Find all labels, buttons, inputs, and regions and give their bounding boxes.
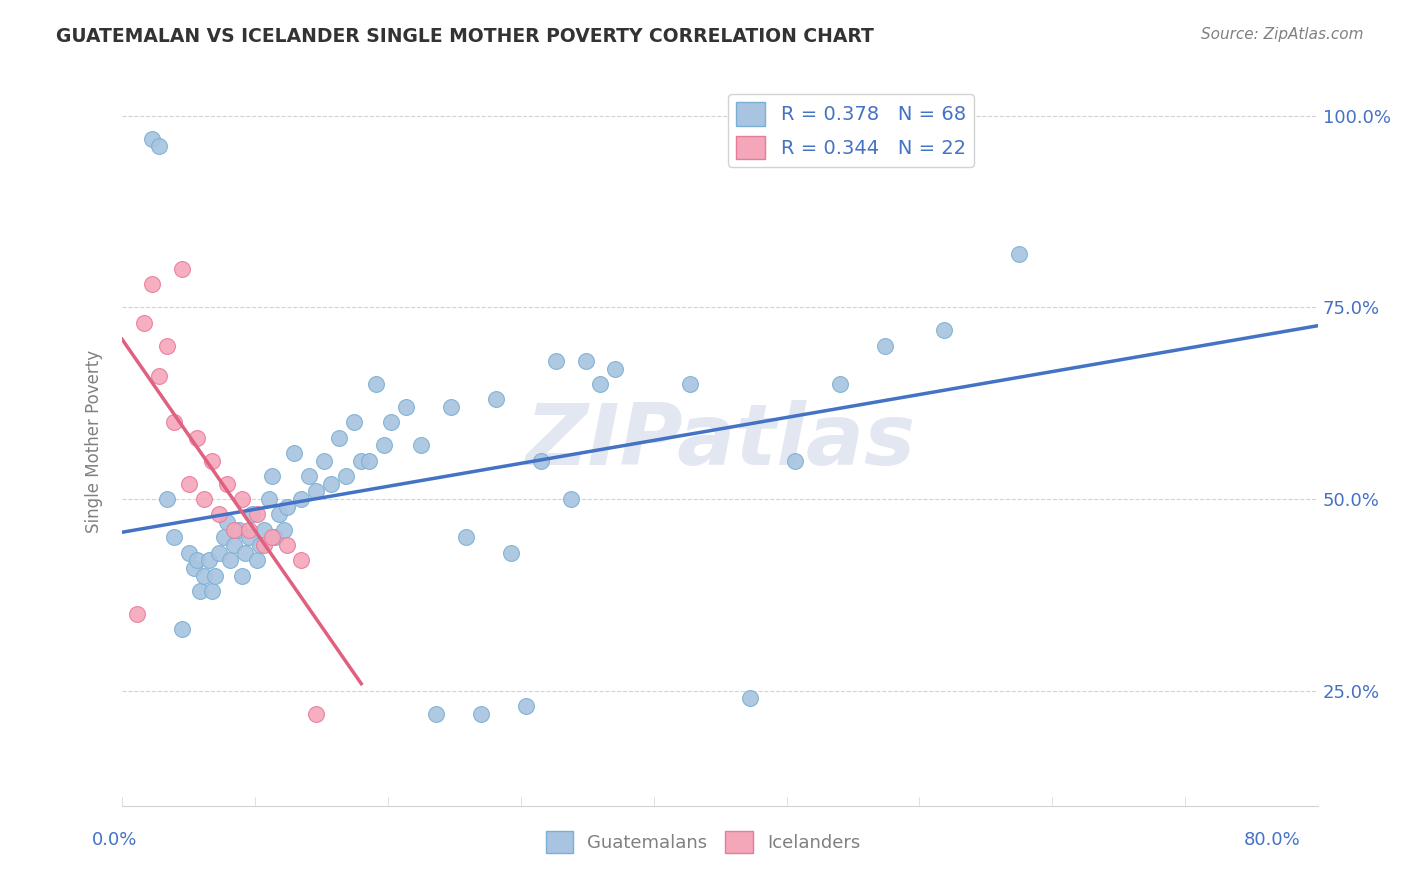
Point [179, 476, 201, 491]
Point [193, 568, 215, 582]
Point [231, 568, 253, 582]
Point [828, 377, 851, 392]
Point [208, 546, 231, 560]
Point [312, 453, 335, 467]
Point [186, 431, 208, 445]
Point [238, 523, 260, 537]
Legend: R = 0.378   N = 68, R = 0.344   N = 22: R = 0.378 N = 68, R = 0.344 N = 22 [728, 95, 973, 167]
Point [574, 354, 596, 368]
Point [485, 392, 508, 407]
Point [253, 523, 276, 537]
Text: ZIPatlas: ZIPatlas [524, 400, 915, 483]
Text: Source: ZipAtlas.com: Source: ZipAtlas.com [1201, 27, 1364, 42]
Point [238, 530, 260, 544]
Point [328, 431, 350, 445]
Point [273, 523, 295, 537]
Point [263, 530, 285, 544]
Y-axis label: Single Mother Poverty: Single Mother Poverty [86, 350, 103, 533]
Point [380, 416, 402, 430]
Point [215, 515, 238, 529]
Point [530, 453, 553, 467]
Point [276, 500, 298, 514]
Point [335, 469, 357, 483]
Point [201, 584, 224, 599]
Point [218, 553, 240, 567]
Point [188, 584, 211, 599]
Point [163, 416, 186, 430]
Point [208, 508, 231, 522]
Point [125, 607, 148, 621]
Point [357, 453, 380, 467]
Point [470, 706, 492, 721]
Point [212, 530, 235, 544]
Point [215, 476, 238, 491]
Point [224, 538, 246, 552]
Point [321, 476, 343, 491]
Point [246, 553, 269, 567]
Point [679, 377, 702, 392]
Point [183, 561, 205, 575]
Text: GUATEMALAN VS ICELANDER SINGLE MOTHER POVERTY CORRELATION CHART: GUATEMALAN VS ICELANDER SINGLE MOTHER PO… [56, 27, 875, 45]
Point [409, 438, 432, 452]
Point [267, 508, 290, 522]
Point [197, 553, 219, 567]
Point [233, 546, 256, 560]
Point [201, 453, 224, 467]
Point [350, 453, 373, 467]
Point [163, 530, 186, 544]
Point [395, 400, 418, 414]
Point [186, 553, 208, 567]
Point [783, 453, 806, 467]
Point [290, 491, 312, 506]
Point [343, 416, 366, 430]
Text: 0.0%: 0.0% [91, 831, 136, 849]
Point [179, 546, 201, 560]
Point [305, 484, 328, 499]
Point [366, 377, 388, 392]
Point [148, 139, 170, 153]
Point [253, 538, 276, 552]
Point [290, 553, 312, 567]
Point [141, 277, 163, 292]
Point [260, 530, 283, 544]
Point [276, 538, 298, 552]
Point [148, 369, 170, 384]
Point [560, 491, 582, 506]
Point [156, 339, 179, 353]
Point [934, 323, 956, 337]
Point [231, 491, 253, 506]
Point [141, 132, 163, 146]
Point [134, 316, 156, 330]
Point [425, 706, 447, 721]
Point [454, 530, 477, 544]
Point [544, 354, 567, 368]
Point [515, 698, 537, 713]
Point [589, 377, 612, 392]
Point [738, 691, 761, 706]
Point [246, 508, 269, 522]
Point [228, 523, 250, 537]
Text: 80.0%: 80.0% [1244, 831, 1301, 849]
Point [204, 568, 226, 582]
Point [1008, 246, 1031, 260]
Point [170, 262, 193, 277]
Point [224, 523, 246, 537]
Point [193, 491, 215, 506]
Point [249, 538, 271, 552]
Point [440, 400, 463, 414]
Point [605, 361, 627, 376]
Point [873, 339, 896, 353]
Point [156, 491, 179, 506]
Point [240, 508, 263, 522]
Point [257, 491, 280, 506]
Point [260, 469, 283, 483]
Point [298, 469, 321, 483]
Legend: Guatemalans, Icelanders: Guatemalans, Icelanders [538, 824, 868, 861]
Point [373, 438, 395, 452]
Point [170, 623, 193, 637]
Point [283, 446, 305, 460]
Point [499, 546, 522, 560]
Point [305, 706, 328, 721]
